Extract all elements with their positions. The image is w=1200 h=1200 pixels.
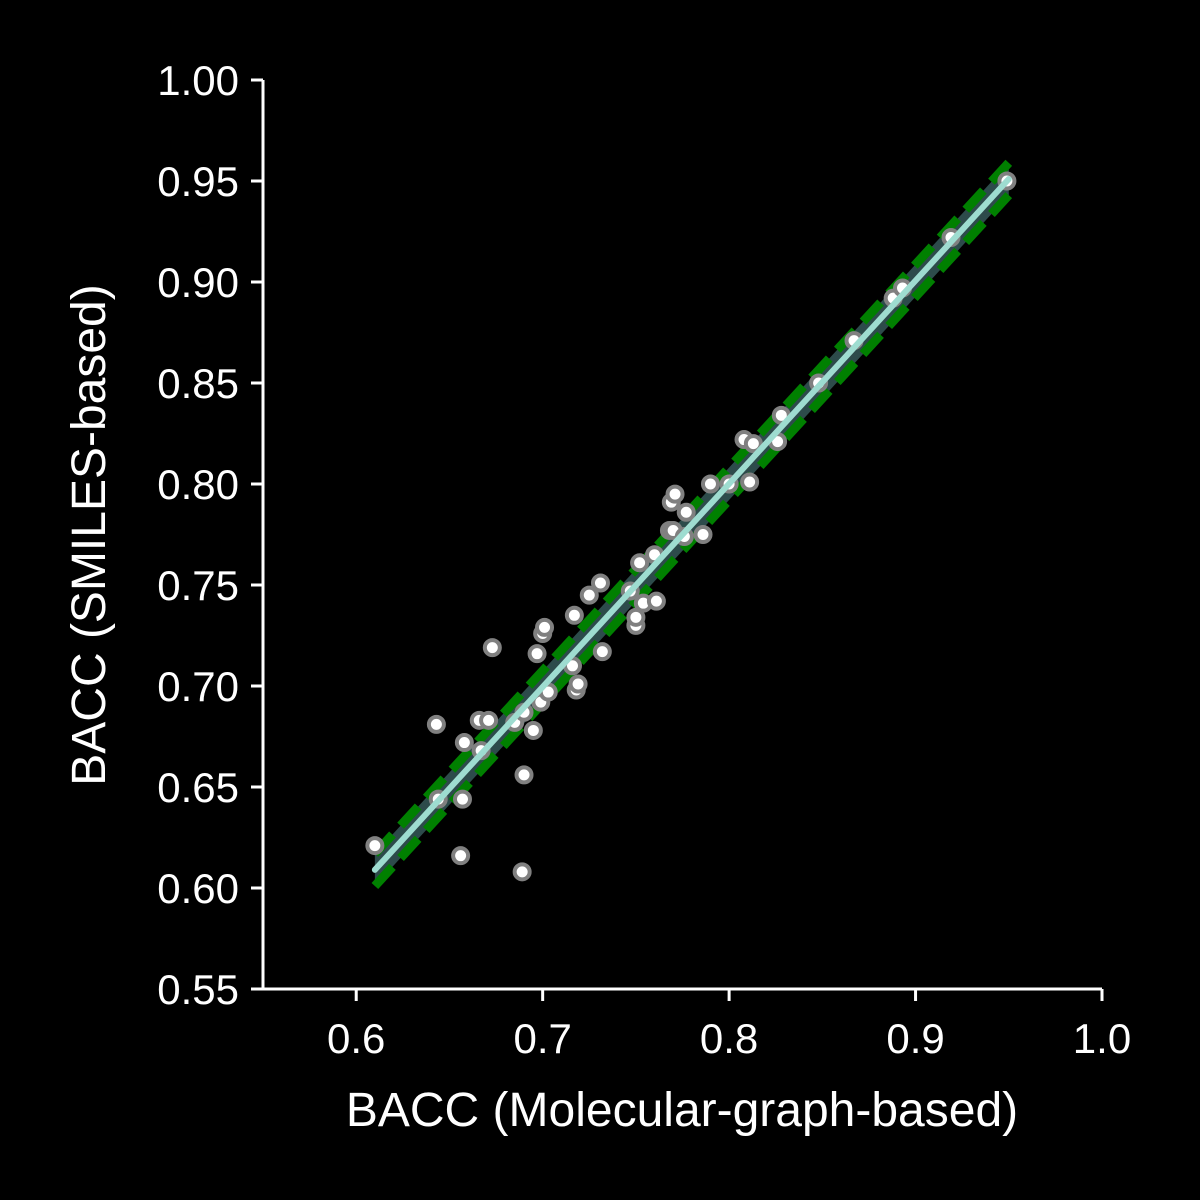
fit-layer — [371, 175, 1012, 873]
data-point — [579, 585, 599, 605]
y-tick-label: 0.55 — [157, 966, 239, 1013]
y-tick-label: 0.75 — [157, 562, 239, 609]
y-axis-label: BACC (SMILES-based) — [63, 284, 116, 786]
y-tick-label: 0.95 — [157, 158, 239, 205]
data-point — [743, 434, 763, 454]
data-point — [646, 591, 666, 611]
data-point — [454, 733, 474, 753]
data-point — [592, 642, 612, 662]
data-point — [535, 617, 555, 637]
data-point — [740, 472, 760, 492]
data-point — [426, 714, 446, 734]
data-point — [590, 573, 610, 593]
data-point — [523, 720, 543, 740]
data-point — [626, 607, 646, 627]
data-point — [482, 638, 502, 658]
y-tick-label: 0.60 — [157, 865, 239, 912]
data-point — [514, 765, 534, 785]
data-point — [700, 474, 720, 494]
x-axis-label: BACC (Molecular-graph-based) — [346, 1084, 1018, 1137]
y-tick-label: 1.00 — [157, 57, 239, 104]
y-tick-label: 0.85 — [157, 360, 239, 407]
data-point — [568, 674, 588, 694]
data-point — [630, 553, 650, 573]
axes-layer: 0.550.600.650.700.750.800.850.900.951.00… — [157, 57, 1131, 1062]
data-point — [452, 789, 472, 809]
y-tick-label: 0.90 — [157, 259, 239, 306]
y-tick-label: 0.80 — [157, 461, 239, 508]
data-point — [676, 502, 696, 522]
fit-line — [371, 175, 1012, 873]
data-point — [512, 862, 532, 882]
x-tick-label: 0.9 — [886, 1015, 944, 1062]
y-tick-label: 0.65 — [157, 764, 239, 811]
data-point — [527, 644, 547, 664]
x-tick-label: 1.0 — [1073, 1015, 1131, 1062]
data-point — [564, 605, 584, 625]
data-point — [365, 836, 385, 856]
data-point — [665, 484, 685, 504]
x-tick-label: 0.7 — [513, 1015, 571, 1062]
y-tick-label: 0.70 — [157, 663, 239, 710]
x-tick-label: 0.8 — [700, 1015, 758, 1062]
data-point — [451, 846, 471, 866]
data-point — [479, 710, 499, 730]
data-point — [693, 525, 713, 544]
x-tick-label: 0.6 — [327, 1015, 385, 1062]
